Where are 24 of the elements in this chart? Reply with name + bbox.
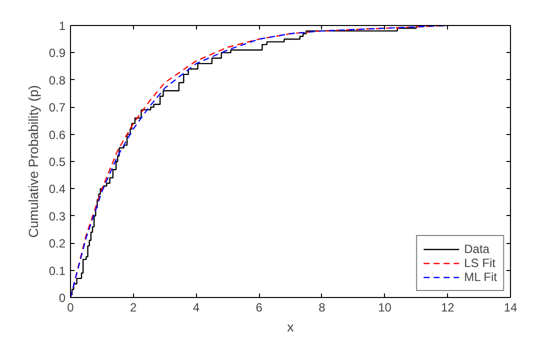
x-axis-title: x — [287, 320, 294, 334]
y-tick-label: 0 — [58, 291, 66, 305]
y-tick-label: 0.2 — [48, 236, 66, 251]
y-tick-label: 0.9 — [48, 46, 66, 60]
y-axis-title: Cumulative Probability (p) — [26, 85, 41, 238]
y-tick-label: 0.7 — [48, 100, 66, 115]
x-tick-label: 4 — [192, 300, 200, 314]
x-tick-label: 12 — [440, 300, 455, 314]
x-tick-label: 14 — [504, 300, 518, 314]
y-tick-label: 0.1 — [48, 264, 66, 278]
y-tick-label: 0.6 — [48, 128, 66, 142]
y-tick-label: 0.5 — [48, 155, 66, 169]
y-tick-label: 0.3 — [48, 209, 66, 224]
x-tick-label: 2 — [130, 300, 138, 314]
x-tick-label: 8 — [318, 300, 326, 314]
legend-label: Data — [464, 242, 490, 256]
x-tick-label: 10 — [378, 300, 392, 314]
y-tick-label: 0.8 — [48, 73, 66, 88]
x-tick-label: 6 — [256, 300, 263, 314]
y-tick-label: 0.4 — [48, 182, 66, 196]
y-tick-label: 1 — [58, 19, 66, 33]
x-tick-label: 0 — [67, 300, 74, 314]
legend-label: ML Fit — [464, 270, 497, 284]
legend-label: LS Fit — [464, 256, 496, 270]
